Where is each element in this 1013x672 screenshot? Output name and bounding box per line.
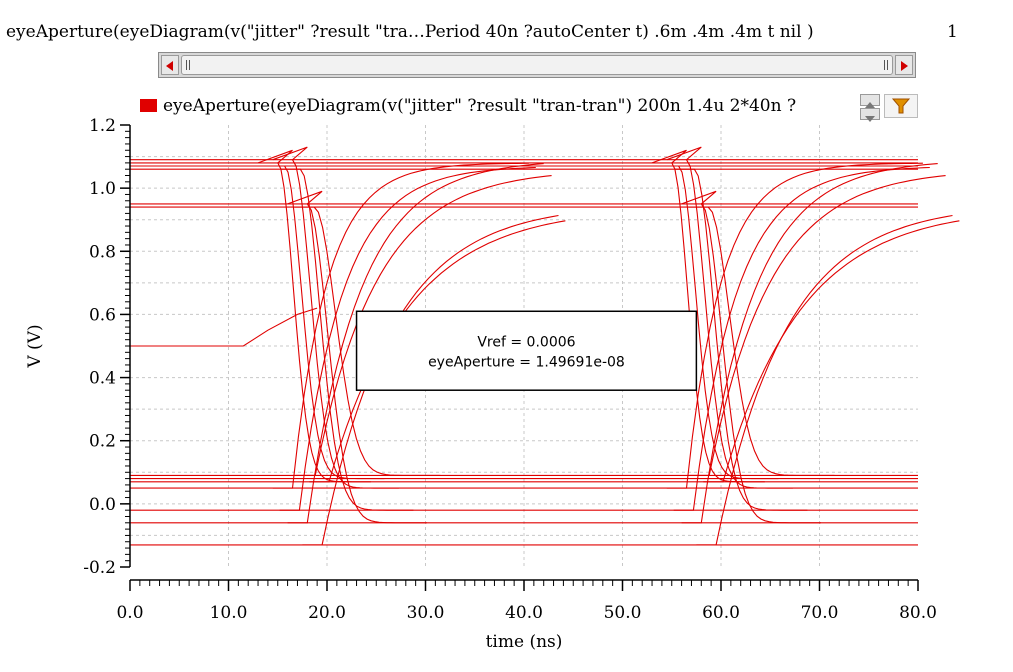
- y-tick-label: 0.6: [89, 305, 116, 325]
- y-tick-label: 0.2: [89, 432, 116, 452]
- trace-falling-edge: [257, 149, 371, 483]
- page-number: 1: [947, 22, 958, 42]
- x-tick-label: 80.0: [899, 603, 937, 623]
- axes: 1.2 1.0 0.8 0.6 0.4 0.2 0.0 -0.2 0.0 10.0 20.0 30.0…: [83, 116, 937, 623]
- trace-falling-edge: [681, 190, 821, 524]
- x-tick-label: 20.0: [308, 603, 346, 623]
- trace-initial: [130, 307, 318, 347]
- trace-rising-edge: [696, 214, 953, 546]
- trace-falling-edge: [651, 149, 765, 483]
- x-axis-label: time (ns): [486, 632, 563, 652]
- annotation-vref: Vref = 0.0006: [477, 335, 575, 351]
- trace-falling-edge: [658, 165, 779, 480]
- x-tick-label: 60.0: [702, 603, 740, 623]
- trace-falling-edge: [688, 206, 835, 476]
- scroll-left-button[interactable]: [161, 55, 179, 75]
- y-tick-label: 0.8: [89, 242, 116, 262]
- trace-rising-edge: [272, 162, 529, 489]
- right-arrow-icon: [901, 61, 908, 71]
- trace-falling-edge: [294, 206, 441, 476]
- y-axis-label: V (V): [25, 324, 45, 368]
- trace-rising-edge: [703, 220, 960, 483]
- left-arrow-icon: [166, 61, 173, 71]
- x-tick-label: 40.0: [505, 603, 543, 623]
- scroll-right-button[interactable]: [895, 55, 913, 75]
- grip-icon: [884, 60, 888, 70]
- x-tick-label: 10.0: [210, 603, 248, 623]
- filter-funnel-icon[interactable]: [884, 94, 918, 118]
- trace-rising-edge: [302, 214, 559, 546]
- annotation-box: Vref = 0.0006 eyeAperture = 1.49691e-08: [355, 310, 698, 391]
- trace-rising-edge: [689, 175, 946, 476]
- annotation-rect: [355, 310, 698, 391]
- trace-rising-edge: [666, 162, 923, 489]
- spin-down-icon[interactable]: [860, 108, 880, 122]
- trace-falling-edge: [287, 190, 427, 524]
- x-tick-label: 50.0: [604, 603, 642, 623]
- legend-swatch: [140, 99, 157, 112]
- grip-icon: [186, 60, 190, 70]
- horizontal-scrollbar[interactable]: [158, 52, 916, 78]
- spin-up-icon[interactable]: [860, 94, 880, 108]
- grid: [130, 125, 918, 567]
- annotation-eye-aperture: eyeAperture = 1.49691e-08: [428, 355, 625, 371]
- legend-controls: [860, 94, 920, 122]
- trace-rising-edge: [287, 163, 544, 524]
- trace-rising-edge: [295, 175, 552, 476]
- trace-falling-edge: [264, 165, 385, 480]
- x-tick-label: 30.0: [407, 603, 445, 623]
- legend-label: eyeAperture(eyeDiagram(v("jitter" ?resul…: [163, 96, 797, 116]
- y-tick-label: 0.4: [89, 369, 116, 389]
- expression-text: eyeAperture(eyeDiagram(v("jitter" ?resul…: [6, 22, 814, 42]
- scroll-thumb[interactable]: [181, 55, 893, 75]
- trace-rising-edge: [681, 163, 938, 524]
- x-tick-label: 0.0: [116, 603, 143, 623]
- y-tick-label: 1.0: [89, 179, 116, 199]
- legend-entry[interactable]: eyeAperture(eyeDiagram(v("jitter" ?resul…: [140, 96, 796, 116]
- y-tick-label: 0.0: [89, 495, 116, 515]
- y-tick-label: 1.2: [89, 116, 116, 136]
- y-tick-label: -0.2: [83, 558, 116, 578]
- x-tick-label: 70.0: [801, 603, 839, 623]
